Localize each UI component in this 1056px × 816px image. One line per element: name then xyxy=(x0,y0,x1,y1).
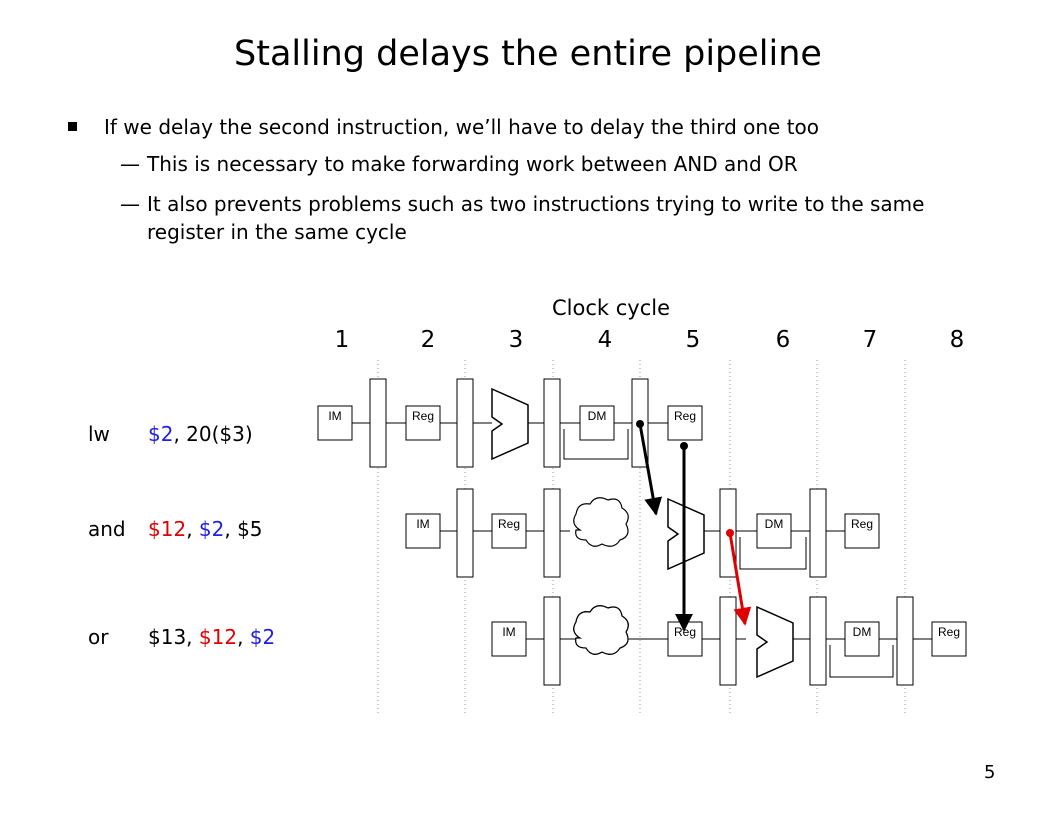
instruction-operand: $13, xyxy=(148,625,199,649)
row-2-writeback-reg xyxy=(844,513,880,549)
row-1-latch-3 xyxy=(543,378,561,468)
instruction-operand: , 20($3) xyxy=(173,422,253,446)
row-3-reg xyxy=(667,621,703,657)
cycle-number-7: 7 xyxy=(862,327,878,353)
clock-cycle-label: Clock cycle xyxy=(552,296,671,320)
row-3-writeback-reg xyxy=(931,621,967,657)
row-3-latch-4 xyxy=(896,596,914,686)
cycle-number-3: 3 xyxy=(508,327,524,353)
instruction-or: or $13, $12, $2 xyxy=(88,625,275,649)
instruction-opcode: and xyxy=(88,517,126,541)
cycle-number-6: 6 xyxy=(775,327,791,353)
row-3-reg-label: Reg xyxy=(674,625,696,639)
cycle-number-2: 2 xyxy=(420,327,436,353)
cycle-number-8: 8 xyxy=(949,327,965,353)
instruction-operand: $2 xyxy=(249,625,276,649)
instruction-operand: $2 xyxy=(148,422,174,446)
row-1-latch-4 xyxy=(631,378,649,468)
forward-arrow-and-to-or xyxy=(728,532,752,626)
pipeline-stages: IM Reg DM Reg IM Reg DM Reg IM Reg DM Reg xyxy=(317,378,967,686)
bullet-main-text: If we delay the second instruction, we’l… xyxy=(104,115,820,139)
cycle-number-5: 5 xyxy=(685,327,701,353)
dash-bullet: — xyxy=(120,192,140,216)
row-3-im-label: IM xyxy=(502,625,515,639)
row-2-writeback-reg-label: Reg xyxy=(851,517,873,531)
row-1-im-label: IM xyxy=(328,409,341,423)
row-2-alu xyxy=(667,497,705,571)
row-2-dm xyxy=(756,513,792,549)
row-2-bypass-wire xyxy=(739,537,807,570)
row-2-dm-label: DM xyxy=(765,517,784,531)
forward-dot-and xyxy=(726,529,734,537)
forwarding-arrows xyxy=(636,420,752,632)
forward-dot-lw-1 xyxy=(636,420,644,428)
row-2-latch-2 xyxy=(543,488,561,578)
row-1-reg xyxy=(405,405,441,441)
row-2-im xyxy=(405,513,441,549)
row-1-latch-2 xyxy=(456,378,474,468)
row-1-latch-1 xyxy=(369,378,387,468)
instruction-opcode: lw xyxy=(88,422,110,446)
row-3-im xyxy=(491,621,527,657)
instruction-operand: $12 xyxy=(148,517,187,541)
instruction-operand: , $5 xyxy=(224,517,263,541)
row-2-latch-4 xyxy=(809,488,827,578)
row-2-latch-3 xyxy=(719,488,737,578)
instruction-opcode: or xyxy=(88,625,109,649)
cycle-number-4: 4 xyxy=(597,327,613,353)
dash-bullet: — xyxy=(120,152,140,176)
row-3-stall-bubble xyxy=(573,605,629,655)
forward-arrow-lw-to-and xyxy=(638,423,663,516)
row-2-reg xyxy=(491,513,527,549)
instruction-lw: lw $2, 20($3) xyxy=(88,422,253,446)
cycle-number-1: 1 xyxy=(334,327,350,353)
row-1-reg-label: Reg xyxy=(412,409,434,423)
page-number: 5 xyxy=(984,762,996,783)
row-1-dm-label: DM xyxy=(588,409,607,423)
row-1-bypass-wire xyxy=(563,429,629,460)
forward-dot-lw-2 xyxy=(680,442,688,450)
instruction-operand: , xyxy=(237,625,250,649)
instruction-operand: $2 xyxy=(198,517,225,541)
instruction-operand: , xyxy=(186,517,199,541)
row-1-dm xyxy=(579,405,615,441)
row-3-dm-label: DM xyxy=(853,625,872,639)
instruction-operand: $12 xyxy=(198,625,238,649)
row-3-latch-1 xyxy=(543,596,561,686)
row-3-bypass-wire xyxy=(829,645,894,678)
row-1-im xyxy=(317,405,353,441)
slide-title: Stalling delays the entire pipeline xyxy=(234,34,822,74)
instruction-and: and $12, $2, $5 xyxy=(88,517,263,541)
row-3-latch-2 xyxy=(719,596,737,686)
sub-bullet-2-text: It also prevents problems such as two in… xyxy=(147,192,925,244)
row-3-alu xyxy=(756,605,794,679)
row-2-reg-label: Reg xyxy=(498,517,520,531)
row-2-latch-1 xyxy=(456,488,474,578)
row-2-stall-bubble xyxy=(573,497,629,547)
row-1-alu xyxy=(491,387,529,461)
sub-bullet-1-text: This is necessary to make forwarding wor… xyxy=(147,152,798,176)
row-3-writeback-reg-label: Reg xyxy=(938,625,960,639)
row-1-writeback-reg xyxy=(667,405,703,441)
row-3-dm xyxy=(844,621,880,657)
cycle-gridlines xyxy=(377,360,906,716)
row-3-stall-bubble-2 xyxy=(573,605,629,655)
row-2-im-label: IM xyxy=(416,517,429,531)
square-bullet-icon xyxy=(68,122,77,131)
row-3-latch-3 xyxy=(809,596,827,686)
row-1-writeback-reg-label: Reg xyxy=(674,409,696,423)
